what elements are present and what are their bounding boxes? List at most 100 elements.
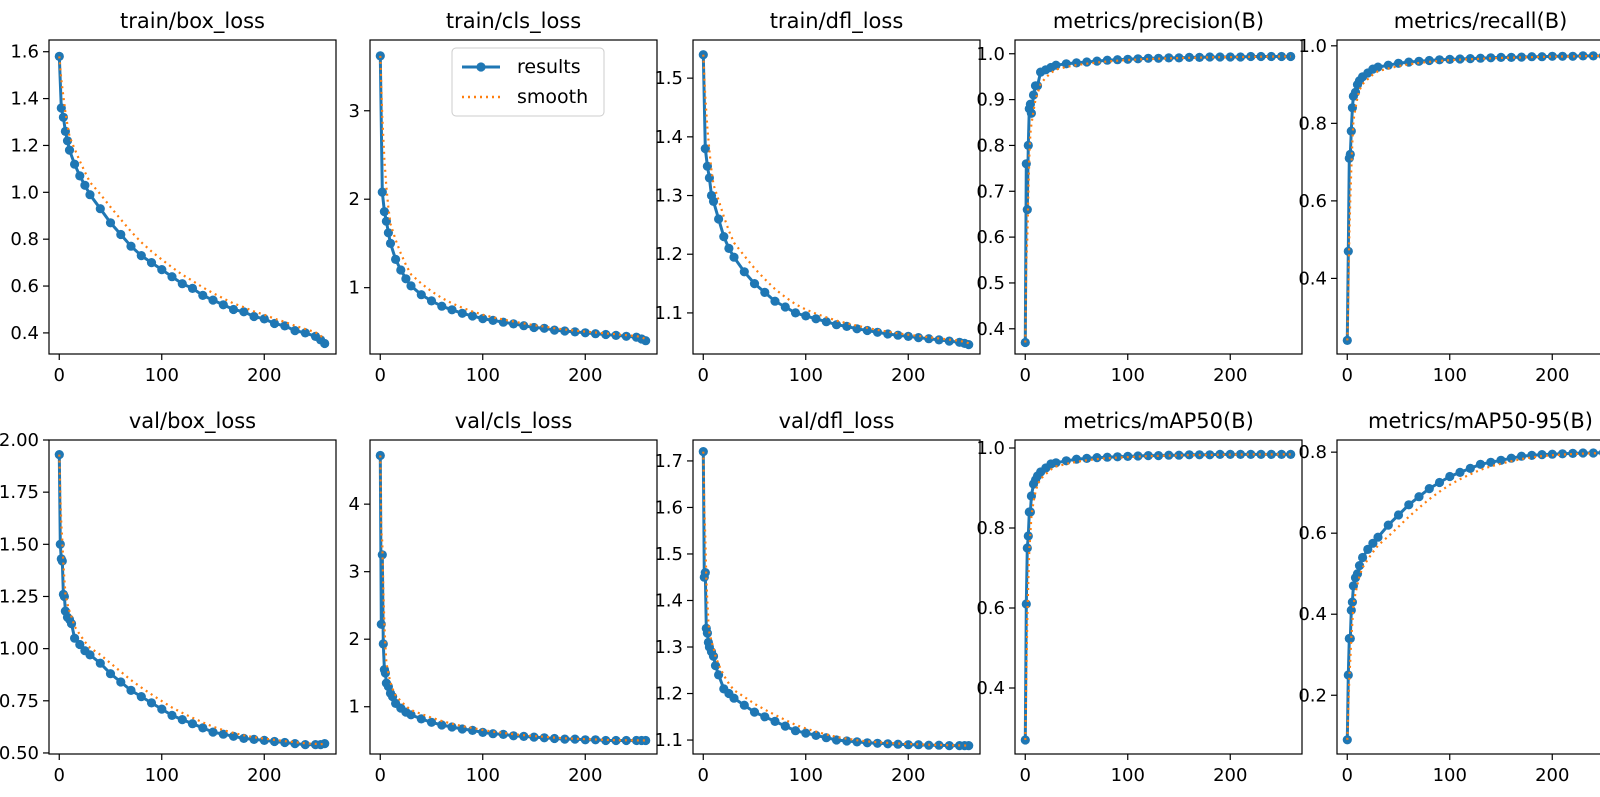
results-point — [842, 736, 852, 746]
y-tick-label: 1.25 — [0, 586, 39, 607]
panel-train-dfl-loss: train/dfl_loss 0 100 200 1.1 1.2 1.3 1.4 1.5 — [654, 9, 981, 386]
smooth-line — [702, 54, 970, 345]
results-point — [790, 308, 801, 318]
results-point — [1350, 87, 1361, 97]
results-point — [1092, 453, 1102, 463]
axes-frame — [369, 439, 658, 755]
axes-frame — [369, 39, 658, 355]
results-point — [611, 735, 621, 746]
results-point — [1174, 53, 1184, 63]
results-point — [1455, 467, 1465, 477]
y-tick-label: 0.5 — [976, 273, 1005, 294]
results-point — [708, 196, 719, 206]
results-point — [1424, 55, 1434, 66]
smooth-line — [702, 451, 969, 747]
results-point — [710, 661, 721, 671]
results-point — [1347, 103, 1357, 113]
results-point — [1123, 54, 1133, 64]
results-point — [478, 727, 488, 738]
results-point — [1465, 463, 1475, 473]
legend-results-marker — [476, 62, 486, 72]
y-tick-label: 1.0 — [1298, 36, 1327, 57]
panel-metrics-precision-b: metrics/precision(B) 0 100 200 0.4 0.5 0.6 0.7 0… — [976, 9, 1303, 386]
y-tick-label: 0.6 — [1298, 523, 1327, 544]
panel-val-cls-loss: val/cls_loss 0 100 200 1 2 3 4 — [349, 409, 658, 786]
x-tick-label: 0 — [54, 765, 65, 786]
y-tick-label: 1.4 — [654, 590, 683, 611]
results-point — [136, 692, 146, 702]
panel-title: train/dfl_loss — [770, 9, 904, 34]
results-point — [862, 325, 872, 336]
results-point — [239, 733, 249, 744]
results-point — [259, 314, 269, 324]
x-tick-label: 0 — [1020, 765, 1031, 786]
results-point — [529, 732, 539, 742]
results-point — [1051, 458, 1061, 468]
results-point — [821, 733, 831, 743]
y-tick-label: 1.7 — [654, 451, 683, 472]
results-point — [641, 336, 651, 346]
results-point — [416, 290, 426, 300]
results-point — [1345, 633, 1355, 644]
x-tick-label: 200 — [1213, 765, 1247, 786]
results-point — [1194, 52, 1205, 63]
results-point — [1346, 126, 1356, 136]
x-tick-label: 200 — [1213, 365, 1247, 386]
results-point — [708, 651, 719, 661]
x-tick-label: 0 — [375, 365, 386, 386]
results-point — [1071, 58, 1082, 68]
results-point — [1174, 450, 1184, 460]
axes-frame — [48, 439, 337, 755]
y-tick-label: 1.0 — [976, 438, 1005, 459]
results-point — [1256, 449, 1266, 459]
results-point — [1516, 52, 1527, 62]
smooth-line — [58, 56, 326, 341]
results-point — [187, 719, 198, 729]
results-point — [831, 320, 842, 330]
results-point — [1025, 507, 1035, 517]
results-point — [1475, 53, 1486, 63]
results-point — [95, 204, 105, 214]
axes-frame — [1336, 439, 1600, 755]
results-point — [1346, 605, 1356, 615]
x-tick-label: 100 — [1111, 365, 1145, 386]
x-tick-label: 200 — [891, 365, 925, 386]
axes-frame — [1336, 39, 1600, 355]
results-point — [105, 669, 116, 679]
x-tick-label: 100 — [466, 365, 500, 386]
results-point — [126, 685, 136, 696]
results-point — [239, 307, 249, 317]
y-tick-label: 1.0 — [10, 182, 39, 203]
results-point — [1345, 149, 1355, 159]
results-point — [1276, 449, 1287, 459]
results-point — [739, 267, 749, 277]
x-tick-label: 100 — [145, 765, 179, 786]
results-point — [228, 304, 239, 315]
results-point — [1184, 450, 1194, 460]
results-point — [437, 720, 447, 730]
results-point — [560, 326, 570, 336]
results-point — [601, 329, 611, 340]
results-point — [380, 668, 390, 678]
results-point — [1363, 544, 1373, 555]
results-point — [1023, 531, 1033, 541]
results-point — [218, 300, 228, 310]
axes-frame — [692, 39, 981, 355]
x-tick-label: 200 — [1535, 365, 1569, 386]
y-tick-label: 1.6 — [654, 497, 683, 518]
results-point — [136, 251, 146, 261]
results-line — [57, 56, 326, 345]
smooth-line — [1346, 54, 1600, 341]
results-point — [1276, 51, 1287, 62]
x-tick-label: 0 — [698, 765, 709, 786]
y-tick-label: 1.0 — [976, 44, 1005, 65]
results-point — [447, 305, 457, 315]
y-tick-label: 0.8 — [976, 135, 1005, 156]
results-point — [580, 328, 590, 338]
y-tick-label: 0.6 — [10, 276, 39, 297]
results-point — [719, 232, 729, 242]
results-point — [376, 619, 386, 629]
results-point — [852, 737, 862, 747]
results-point — [1445, 54, 1455, 64]
results-point — [539, 733, 549, 743]
